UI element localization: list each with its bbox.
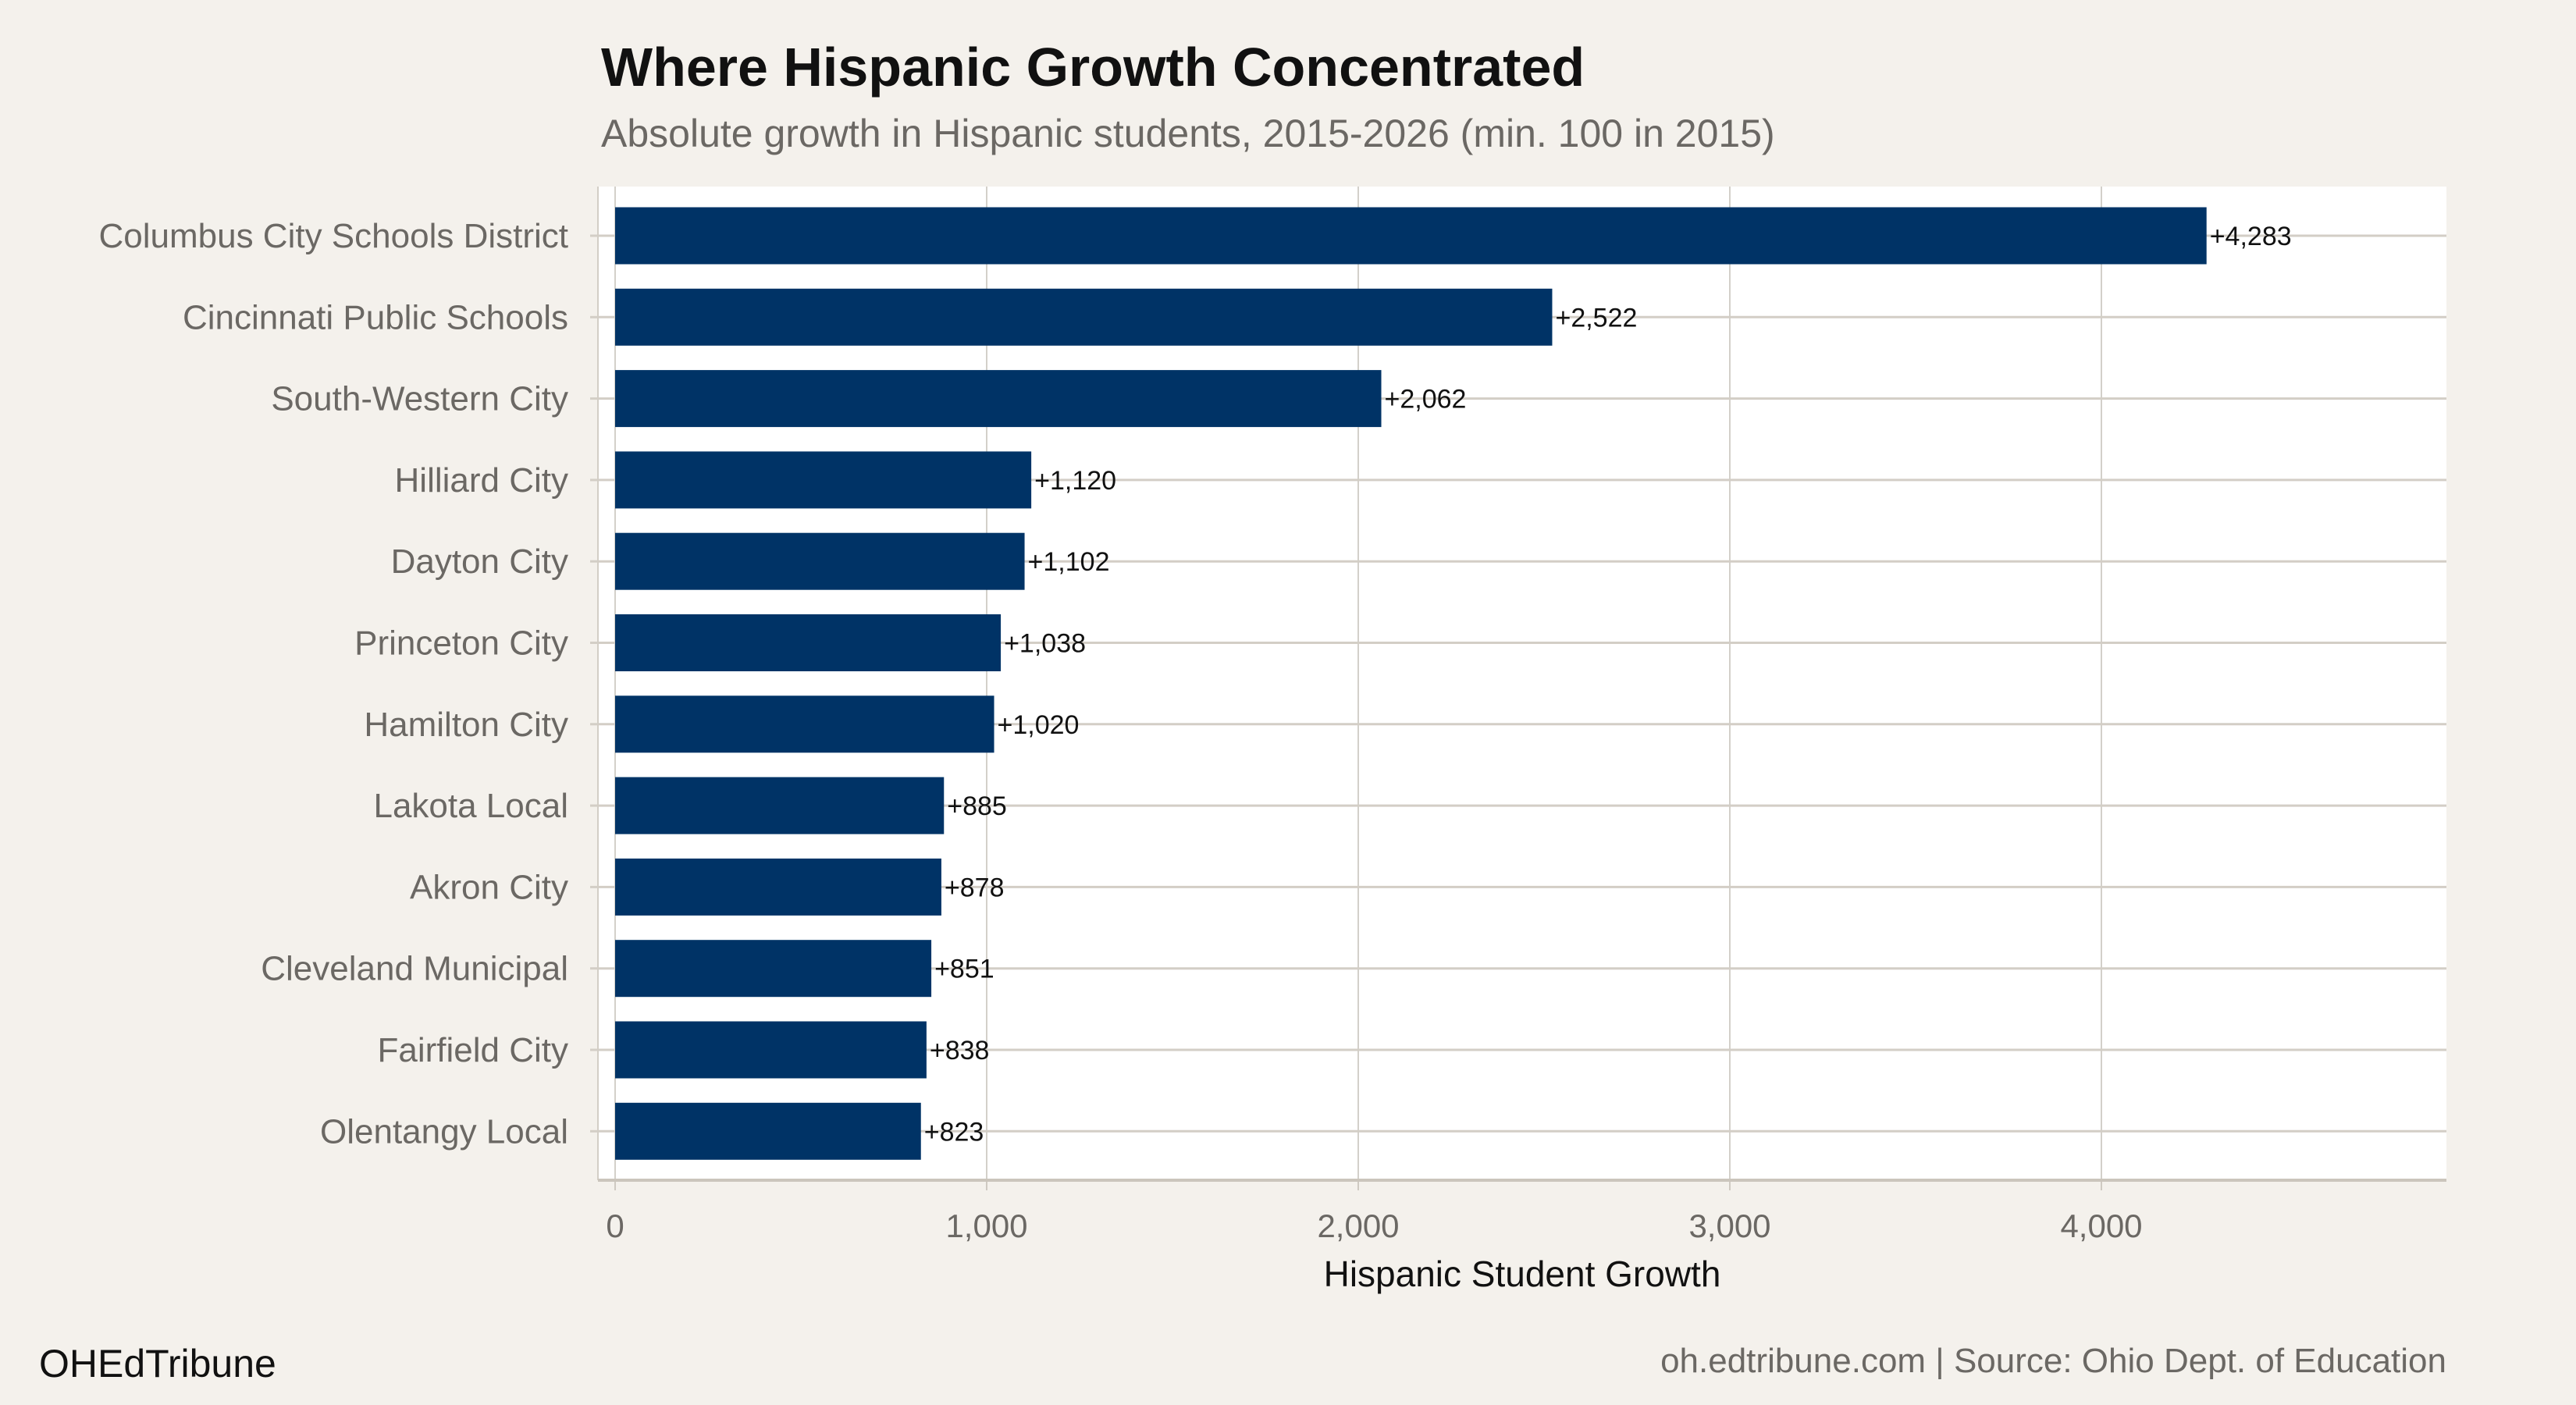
y-category-label: Hamilton City bbox=[364, 706, 568, 744]
bar bbox=[615, 940, 932, 998]
bar bbox=[615, 532, 1025, 590]
data-label: +1,038 bbox=[1004, 629, 1086, 659]
y-category-label: Columbus City Schools District bbox=[99, 217, 569, 255]
y-category-label: Lakota Local bbox=[373, 787, 568, 825]
brand-logo-text: OHEdTribune bbox=[39, 1342, 276, 1385]
bar bbox=[615, 288, 1553, 346]
y-category-label: Princeton City bbox=[354, 624, 568, 663]
bar bbox=[615, 451, 1032, 509]
x-axis-title: Hispanic Student Growth bbox=[1324, 1254, 1721, 1294]
y-category-label: Olentangy Local bbox=[320, 1112, 568, 1151]
bar bbox=[615, 207, 2207, 265]
data-label: +4,283 bbox=[2210, 222, 2292, 251]
y-category-label: Cincinnati Public Schools bbox=[183, 298, 568, 336]
data-label: +1,120 bbox=[1034, 466, 1116, 496]
data-label: +1,020 bbox=[998, 710, 1080, 740]
bar bbox=[615, 1021, 927, 1079]
data-label: +1,102 bbox=[1028, 547, 1110, 577]
axes: 0 1,000 2,000 3,000 4,000 Columbus City Schoo… bbox=[99, 187, 2446, 1244]
bar bbox=[615, 370, 1382, 428]
y-category-label: Fairfield City bbox=[378, 1031, 569, 1069]
data-label: +2,522 bbox=[1555, 303, 1637, 333]
x-tick-label: 2,000 bbox=[1317, 1208, 1399, 1244]
x-tick-label: 0 bbox=[606, 1208, 624, 1244]
y-category-label: Dayton City bbox=[391, 542, 568, 581]
bar bbox=[615, 777, 945, 834]
bar bbox=[615, 1102, 921, 1160]
bar bbox=[615, 695, 994, 753]
bars: +4,283 +2,522 +2,062 +1,120 +1,102 +1,038 +1,0… bbox=[615, 207, 2292, 1160]
chart-subtitle: Absolute growth in Hispanic students, 20… bbox=[601, 112, 1775, 155]
data-label: +823 bbox=[924, 1117, 984, 1147]
chart-title: Where Hispanic Growth Concentrated bbox=[601, 37, 1585, 98]
x-tick-label: 1,000 bbox=[945, 1208, 1027, 1244]
x-tick-label: 3,000 bbox=[1688, 1208, 1770, 1244]
data-label: +838 bbox=[930, 1036, 990, 1065]
data-label: +878 bbox=[945, 873, 1005, 902]
y-category-label: Hilliard City bbox=[395, 461, 568, 500]
bar bbox=[615, 614, 1002, 671]
bar bbox=[615, 858, 941, 916]
data-label: +2,062 bbox=[1385, 385, 1467, 414]
source-note: oh.edtribune.com | Source: Ohio Dept. of… bbox=[1660, 1342, 2446, 1380]
plot-panel bbox=[598, 187, 2446, 1180]
x-tick-label: 4,000 bbox=[2060, 1208, 2142, 1244]
y-category-label: Akron City bbox=[410, 868, 568, 906]
y-category-label: Cleveland Municipal bbox=[261, 950, 568, 988]
data-label: +851 bbox=[934, 955, 994, 984]
y-category-label: South-Western City bbox=[271, 380, 568, 418]
data-label: +885 bbox=[947, 791, 1007, 821]
